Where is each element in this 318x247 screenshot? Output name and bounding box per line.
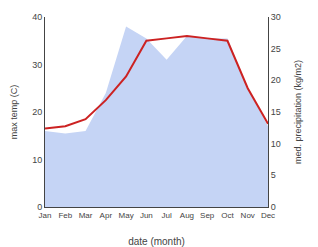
svg-text:Sep: Sep (200, 211, 215, 220)
svg-text:Mar: Mar (79, 211, 93, 220)
svg-text:5: 5 (271, 170, 276, 180)
svg-text:25: 25 (271, 44, 281, 54)
svg-text:Feb: Feb (58, 211, 72, 220)
svg-text:30: 30 (271, 12, 281, 22)
svg-text:Nov: Nov (241, 211, 255, 220)
svg-text:Jul: Jul (162, 211, 172, 220)
svg-text:max temp (C): max temp (C) (9, 85, 19, 140)
svg-text:20: 20 (32, 107, 42, 117)
svg-text:0: 0 (271, 202, 276, 212)
svg-text:May: May (119, 211, 134, 220)
svg-text:40: 40 (32, 12, 42, 22)
svg-text:Jun: Jun (140, 211, 153, 220)
svg-text:date (month): date (month) (128, 236, 185, 247)
svg-text:med. precipitation (kg/m2): med. precipitation (kg/m2) (293, 60, 303, 164)
svg-text:10: 10 (271, 139, 281, 149)
svg-text:15: 15 (271, 107, 281, 117)
svg-text:Jan: Jan (39, 211, 52, 220)
svg-text:10: 10 (32, 155, 42, 165)
svg-text:0: 0 (37, 202, 42, 212)
svg-text:Oct: Oct (221, 211, 234, 220)
svg-text:20: 20 (271, 75, 281, 85)
svg-text:Dec: Dec (261, 211, 275, 220)
svg-text:Apr: Apr (100, 211, 113, 220)
svg-text:Aug: Aug (180, 211, 194, 220)
svg-text:30: 30 (32, 60, 42, 70)
